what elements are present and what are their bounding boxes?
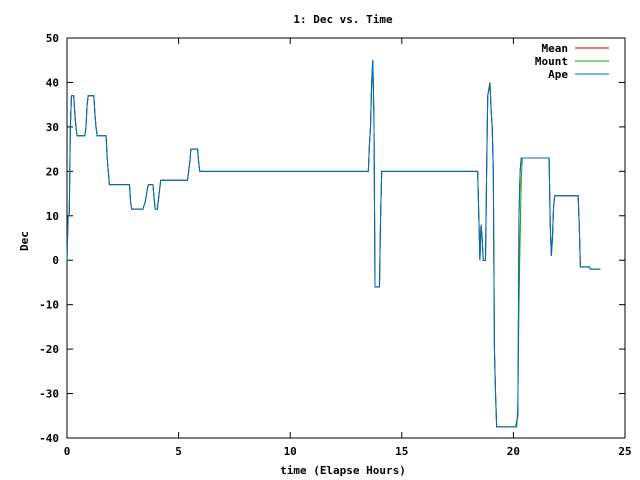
y-tick-label: 40 — [46, 76, 59, 89]
x-tick-label: 0 — [64, 445, 71, 458]
x-tick-label: 20 — [507, 445, 520, 458]
y-axis-label: Dec — [18, 231, 31, 251]
y-tick-label: -10 — [39, 299, 59, 312]
y-tick-label: -20 — [39, 343, 59, 356]
x-tick-label: 15 — [395, 445, 408, 458]
series-line-ape — [66, 60, 601, 428]
x-tick-label: 25 — [618, 445, 631, 458]
legend-label-ape: Ape — [548, 68, 568, 81]
y-tick-label: 20 — [46, 165, 59, 178]
x-tick-label: 5 — [175, 445, 182, 458]
plot-frame — [66, 37, 626, 439]
chart-title: 1: Dec vs. Time — [293, 13, 393, 26]
y-tick-label: 30 — [46, 121, 59, 134]
x-axis-label: time (Elapse Hours) — [280, 464, 406, 477]
x-tick-label: 10 — [284, 445, 297, 458]
y-tick-label: -40 — [39, 432, 59, 445]
y-tick-label: 50 — [46, 32, 59, 45]
y-tick-label: 0 — [52, 254, 59, 267]
legend-label-mount: Mount — [535, 55, 568, 68]
y-tick-label: -30 — [39, 388, 59, 401]
legend-label-mean: Mean — [542, 42, 569, 55]
y-tick-label: 10 — [46, 210, 59, 223]
plot-area: 0 5 10 15 20 25 -40 -30 -20 -10 0 10 20 30 40 50 — [39, 32, 632, 458]
